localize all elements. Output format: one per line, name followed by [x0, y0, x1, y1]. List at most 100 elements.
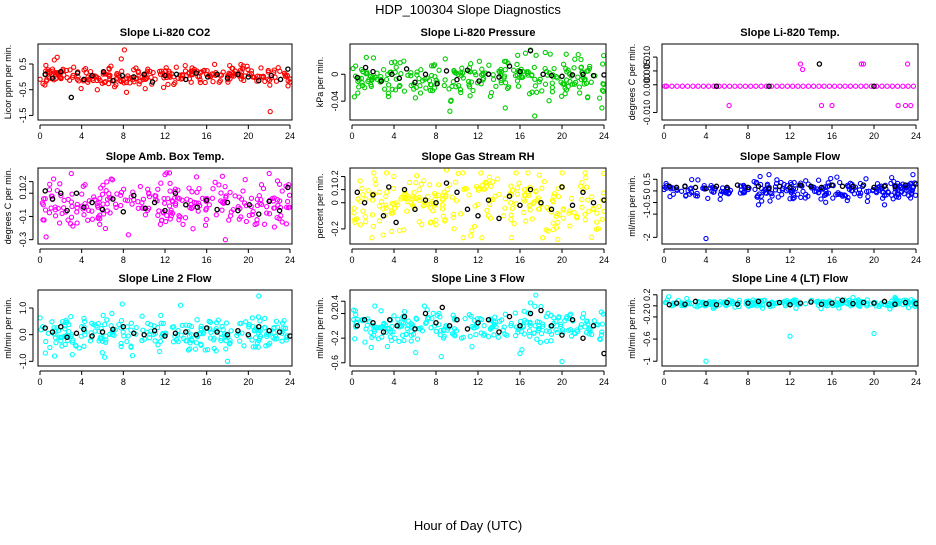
data-point [526, 202, 532, 209]
data-point [49, 329, 56, 335]
data-point [436, 67, 442, 73]
data-point [164, 212, 170, 219]
data-point [548, 206, 555, 213]
data-point [150, 69, 156, 76]
data-point [559, 326, 566, 333]
data-point [784, 83, 791, 89]
data-point [100, 312, 106, 319]
data-point [516, 180, 522, 186]
data-point [513, 170, 519, 176]
data-point [439, 197, 446, 203]
data-point [757, 173, 763, 180]
data-point [380, 232, 386, 238]
data-point [388, 210, 395, 216]
data-point [913, 181, 918, 187]
data-point [190, 226, 196, 232]
data-point [747, 83, 754, 89]
data-point [498, 80, 504, 86]
data-point [487, 201, 493, 208]
data-point [265, 342, 272, 348]
data-point [176, 217, 182, 223]
data-point [412, 79, 418, 86]
data-point [100, 71, 106, 77]
data-point [178, 332, 184, 338]
data-point [551, 193, 557, 200]
x-tick-label: 24 [599, 131, 609, 141]
data-point [716, 83, 722, 89]
data-point [58, 334, 64, 341]
y-tick-label: 1.0 [18, 302, 28, 315]
data-point [433, 328, 439, 334]
data-point [89, 72, 95, 79]
data-point [580, 310, 587, 317]
panel-ylabel: Licor ppm per min. [3, 45, 13, 120]
data-point [527, 300, 534, 306]
data-point [173, 71, 180, 78]
data-point [745, 300, 751, 306]
data-point [283, 221, 290, 227]
data-point [95, 321, 101, 327]
y-tick-label: -0.010 [642, 100, 652, 126]
data-point [767, 198, 773, 204]
series-samples [38, 293, 290, 364]
data-point [243, 218, 250, 225]
data-point [506, 193, 513, 199]
data-point [82, 318, 88, 325]
x-tick-label: 12 [160, 131, 170, 141]
data-point [186, 185, 192, 191]
data-point [141, 71, 147, 78]
data-point [837, 179, 843, 186]
data-point [433, 222, 439, 228]
data-point [475, 185, 481, 192]
data-point [721, 83, 728, 89]
data-point [69, 351, 75, 358]
data-point [423, 320, 429, 326]
data-point [452, 179, 459, 185]
data-point [842, 83, 848, 89]
x-tick-label: 16 [202, 131, 212, 141]
data-point [428, 219, 434, 225]
data-point [526, 192, 532, 199]
data-point [102, 321, 108, 328]
data-point [666, 183, 673, 190]
data-point [396, 338, 402, 345]
data-point [380, 321, 387, 328]
data-point [760, 305, 766, 311]
data-point [394, 323, 400, 329]
data-point [357, 222, 364, 228]
x-tick-label: 4 [391, 377, 396, 387]
data-point [249, 315, 255, 321]
data-point [865, 193, 871, 200]
data-point [204, 74, 211, 80]
data-point [502, 80, 509, 86]
data-point [444, 186, 450, 193]
data-point [529, 216, 535, 222]
data-point [73, 330, 80, 337]
data-point [486, 174, 493, 180]
data-point [717, 196, 723, 202]
panel-8: Slope Line 3 Flow ml/min per min. 0 4 8 12 16 2… [315, 273, 609, 387]
data-point [527, 310, 534, 317]
data-point [89, 216, 96, 222]
data-point [203, 197, 210, 203]
data-point [527, 333, 533, 339]
data-point [103, 333, 109, 339]
data-point [384, 189, 390, 195]
data-point [422, 76, 428, 82]
data-point [679, 300, 685, 306]
data-point [228, 328, 234, 334]
data-point [826, 183, 832, 189]
data-point [791, 299, 797, 305]
data-point [78, 85, 84, 92]
panel-ylabel: ml/min per min. [315, 297, 325, 359]
data-point [724, 184, 730, 191]
data-point [202, 222, 209, 228]
data-point [544, 338, 550, 344]
data-point [798, 194, 804, 201]
data-point [50, 176, 57, 182]
data-point [131, 330, 137, 337]
data-point [58, 68, 64, 75]
data-point [485, 333, 492, 340]
data-point [471, 223, 478, 230]
data-point [863, 188, 870, 195]
